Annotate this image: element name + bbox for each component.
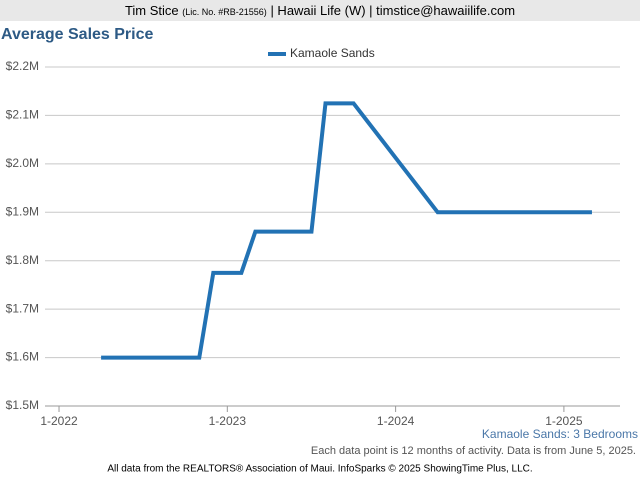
source: All data from the REALTORS® Association … [107,464,532,475]
x-tick-label: 1-2023 [209,414,247,428]
y-tick-label: $1.8M [6,253,39,267]
y-tick-label: $1.9M [6,204,39,218]
y-tick-label: $1.5M [6,398,39,412]
y-tick-label: $2.1M [6,108,39,122]
y-tick-label: $1.7M [6,301,39,315]
y-tick-label: $1.6M [6,350,39,364]
header: Tim Stice (Lic. No. #RB-21556) | Hawaii … [0,0,640,21]
x-tick-label: 1-2024 [377,414,415,428]
legend-label: Kamaole Sands [290,46,375,60]
y-tick-label: $2.0M [6,156,39,170]
license: (Lic. No. #RB-21556) [182,7,267,17]
agency-contact: | Hawaii Life (W) | timstice@hawaiilife.… [270,3,516,18]
note: Each data point is 12 months of activity… [311,445,636,457]
subtitle: Kamaole Sands: 3 Bedrooms [482,427,638,441]
chart-title: Average Sales Price [1,26,154,43]
agent-name: Tim Stice [124,3,179,18]
x-tick-label: 1-2025 [545,414,583,428]
y-tick-label: $2.2M [6,59,39,73]
x-tick-label: 1-2022 [40,414,78,428]
series-line [101,101,592,360]
